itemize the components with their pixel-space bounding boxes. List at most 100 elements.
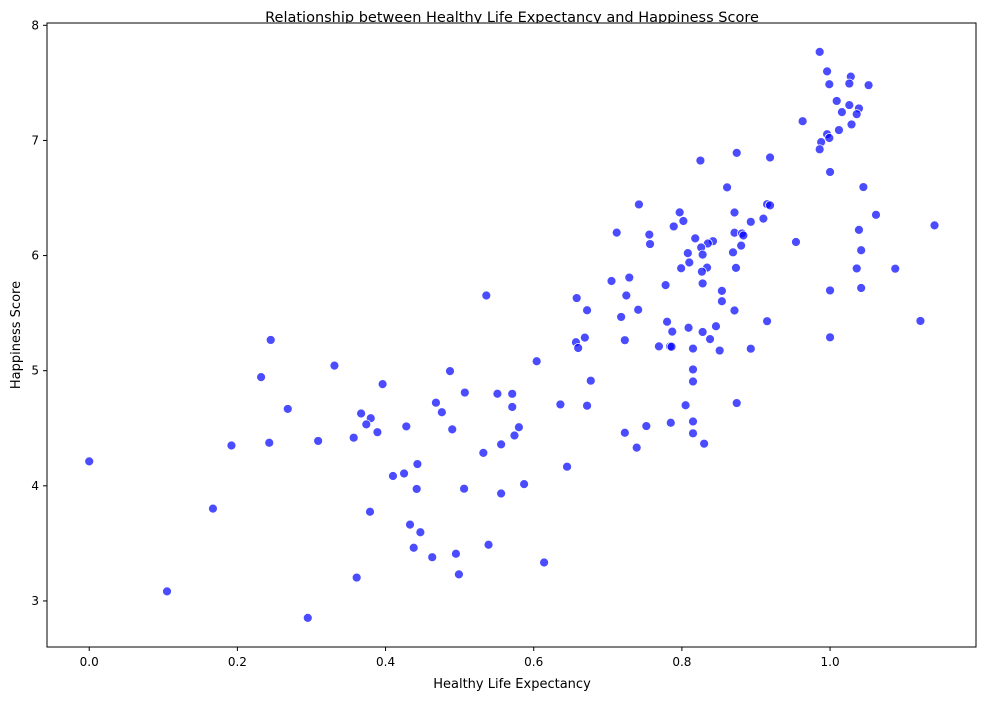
data-point	[762, 316, 772, 327]
data-point	[688, 343, 698, 354]
data-point	[736, 240, 747, 251]
data-point	[84, 456, 95, 467]
data-point	[226, 440, 237, 451]
data-point	[890, 263, 901, 274]
data-point	[745, 343, 756, 354]
data-point	[531, 356, 542, 367]
data-point	[662, 316, 672, 327]
data-point	[519, 479, 529, 489]
data-point	[844, 100, 855, 110]
data-point	[356, 408, 367, 419]
data-point	[361, 419, 372, 430]
data-point	[436, 407, 447, 418]
data-point	[825, 285, 835, 296]
data-point	[562, 461, 572, 472]
data-point	[514, 422, 524, 433]
data-point	[496, 488, 507, 499]
data-point	[674, 207, 685, 218]
data-point	[585, 375, 596, 386]
data-point	[447, 424, 458, 435]
data-point	[697, 327, 708, 337]
data-point	[665, 417, 676, 428]
data-point	[688, 376, 698, 387]
plot-frame	[46, 22, 977, 648]
data-point	[696, 266, 707, 277]
data-point	[699, 438, 710, 449]
data-point	[348, 432, 359, 443]
points-layer	[84, 46, 940, 623]
data-point	[579, 332, 590, 343]
data-point	[676, 263, 687, 274]
data-point	[856, 245, 867, 256]
data-point	[634, 199, 644, 210]
data-point	[825, 332, 835, 343]
data-point	[863, 80, 874, 91]
data-point	[631, 442, 642, 453]
data-point	[929, 220, 940, 231]
data-point	[427, 552, 438, 563]
data-point	[611, 227, 622, 238]
data-point	[731, 262, 741, 273]
data-point	[765, 200, 775, 211]
y-tick-label: 4	[31, 479, 39, 493]
data-point	[728, 247, 738, 258]
data-point	[481, 290, 492, 301]
data-point	[619, 335, 630, 346]
data-point	[745, 216, 756, 227]
data-point	[711, 321, 721, 332]
data-point	[302, 612, 313, 623]
data-point	[683, 322, 694, 333]
data-point	[678, 216, 689, 226]
data-point	[814, 46, 825, 57]
data-point	[509, 430, 520, 441]
data-point	[478, 447, 489, 458]
data-point	[915, 316, 926, 326]
data-point	[619, 427, 630, 438]
data-point	[697, 278, 708, 289]
data-point	[372, 427, 383, 438]
data-point	[822, 66, 832, 77]
y-tick-label: 6	[31, 249, 39, 263]
data-point	[797, 116, 808, 127]
data-point	[825, 167, 835, 177]
data-point	[329, 360, 340, 371]
x-tick-label: 0.6	[524, 655, 543, 669]
y-axis-ticks: 3 4 5 6 7 8	[31, 18, 47, 608]
data-point	[654, 341, 664, 352]
x-tick-label: 0.8	[672, 655, 691, 669]
data-point	[606, 276, 617, 286]
data-point	[688, 364, 698, 375]
data-point	[496, 439, 507, 450]
y-tick-label: 7	[31, 133, 39, 147]
data-point	[399, 468, 409, 479]
data-point	[814, 144, 825, 155]
data-point	[716, 296, 727, 307]
data-point	[680, 400, 691, 411]
data-point	[539, 557, 549, 568]
data-point	[408, 542, 419, 553]
data-point	[641, 421, 652, 431]
data-point	[697, 249, 708, 260]
chart-title: Relationship between Healthy Life Expect…	[265, 10, 759, 26]
data-point	[667, 326, 678, 337]
data-point	[573, 343, 584, 353]
data-point	[388, 471, 398, 481]
data-point	[858, 182, 869, 192]
data-point	[492, 388, 503, 399]
data-point	[666, 341, 677, 352]
y-tick-label: 8	[31, 18, 39, 32]
data-point	[714, 345, 725, 356]
data-point	[837, 107, 847, 118]
data-point	[831, 96, 842, 106]
data-point	[871, 209, 881, 220]
data-point	[265, 335, 276, 345]
data-point	[483, 539, 494, 550]
data-point	[834, 125, 844, 135]
x-tick-label: 0.4	[376, 655, 395, 669]
data-point	[716, 286, 727, 296]
data-point	[571, 293, 582, 303]
data-point	[582, 400, 592, 411]
data-point	[856, 283, 867, 293]
data-point	[682, 248, 693, 259]
